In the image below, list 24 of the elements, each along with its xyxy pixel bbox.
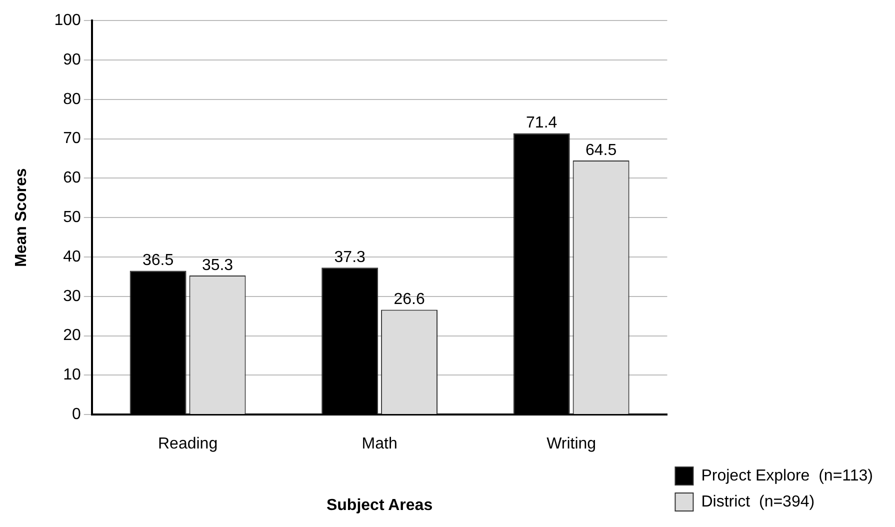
legend-label: District (n=394): [701, 493, 815, 510]
y-tick-label: 10: [63, 366, 81, 384]
y-tick-label: 30: [63, 288, 81, 305]
y-axis-title: Mean Scores: [13, 168, 30, 267]
y-tick-label: 100: [54, 12, 81, 30]
data-label: 71.4: [526, 114, 558, 132]
y-tick-label: 20: [63, 327, 81, 344]
data-label: 35.3: [202, 256, 234, 274]
x-tick-label: Writing: [546, 436, 596, 453]
y-tick-label: 50: [63, 209, 81, 226]
data-label: 36.5: [142, 252, 174, 270]
y-tick-label: 60: [63, 170, 81, 187]
data-label: 37.3: [334, 249, 366, 266]
y-tick-label: 80: [63, 90, 81, 108]
data-label: 26.6: [394, 291, 425, 308]
legend-label: Project Explore (n=113): [701, 467, 874, 484]
y-tick-label: 70: [63, 130, 81, 148]
x-axis-title: Subject Areas: [326, 496, 433, 514]
x-tick-label: Reading: [158, 436, 218, 453]
data-label: 64.5: [585, 142, 617, 159]
x-tick-label: Math: [362, 436, 398, 453]
y-tick-label: 0: [72, 406, 81, 424]
y-tick-label: 90: [63, 51, 81, 68]
y-tick-label: 40: [63, 248, 81, 266]
